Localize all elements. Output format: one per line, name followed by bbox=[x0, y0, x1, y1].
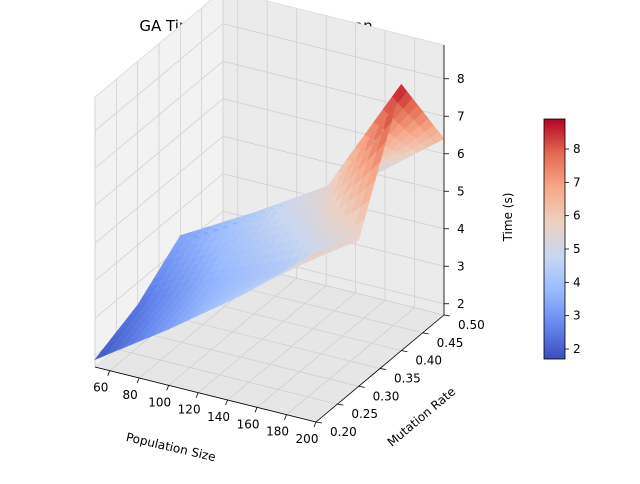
x-tick bbox=[136, 377, 140, 384]
y-tick bbox=[315, 421, 323, 424]
x-tick-label: 120 bbox=[178, 403, 201, 417]
colorbar-tick-label: 8 bbox=[573, 142, 581, 156]
y-tick-label: 0.40 bbox=[415, 354, 442, 368]
y-tick-label: 0.20 bbox=[330, 425, 357, 439]
x-tick-label: 80 bbox=[123, 388, 138, 402]
x-tick-label: 140 bbox=[207, 410, 230, 424]
y-tick bbox=[379, 368, 387, 370]
x-axis-label: Population Size bbox=[125, 430, 217, 464]
colorbar-tick-label: 7 bbox=[573, 175, 581, 189]
colorbar-tick-label: 4 bbox=[573, 275, 581, 289]
grid-line bbox=[158, 313, 381, 369]
y-tick-label: 0.35 bbox=[394, 372, 421, 386]
colorbar-tick-label: 5 bbox=[573, 242, 581, 256]
surface bbox=[94, 83, 445, 361]
grid-line bbox=[94, 135, 224, 244]
colorbar-gradient bbox=[543, 118, 566, 360]
grid-line bbox=[116, 348, 338, 405]
colorbar: 2 3 4 5 6 7 8 bbox=[543, 118, 581, 360]
x-tick bbox=[313, 421, 317, 428]
x-tick-label: 160 bbox=[237, 417, 260, 431]
grid-line bbox=[94, 173, 224, 282]
y-tick bbox=[358, 385, 365, 388]
z-tick-label: 6 bbox=[457, 147, 465, 161]
y-tick bbox=[401, 350, 408, 353]
colorbar-tick-label: 6 bbox=[573, 209, 581, 223]
z-tick-label: 5 bbox=[457, 184, 465, 198]
z-tick-label: 2 bbox=[457, 297, 465, 311]
z-axis-label: Time (s) bbox=[501, 193, 515, 243]
y-tick-label: 0.30 bbox=[373, 389, 400, 403]
z-tick-label: 8 bbox=[457, 72, 465, 86]
axis-line bbox=[94, 366, 317, 423]
surface-patch bbox=[94, 348, 111, 361]
x-tick-label: 60 bbox=[93, 381, 108, 395]
z-tick-label: 4 bbox=[457, 222, 465, 236]
grid-line bbox=[222, 23, 445, 80]
x-tick-label: 180 bbox=[266, 425, 289, 439]
grid-line bbox=[137, 330, 359, 387]
y-tick bbox=[422, 332, 429, 335]
z-tick-label: 3 bbox=[457, 259, 465, 273]
x-tick bbox=[225, 399, 228, 406]
x-tick-label: 100 bbox=[148, 395, 171, 409]
y-tick-label: 0.45 bbox=[437, 336, 464, 350]
colorbar-tick-label: 3 bbox=[573, 309, 581, 323]
y-tick-label: 0.50 bbox=[458, 318, 485, 332]
grid-line bbox=[94, 98, 224, 207]
x-tick bbox=[107, 370, 111, 376]
x-tick bbox=[254, 407, 258, 413]
x-tick bbox=[284, 414, 287, 420]
x-tick bbox=[195, 392, 199, 398]
y-tick bbox=[443, 314, 451, 317]
grid-line bbox=[222, 135, 445, 192]
colorbar-tick-label: 2 bbox=[573, 342, 581, 356]
grid-line bbox=[94, 60, 224, 169]
grid-line bbox=[94, 23, 224, 132]
y-tick bbox=[337, 403, 344, 406]
z-tick-label: 7 bbox=[457, 109, 465, 123]
x-tick-label: 200 bbox=[296, 432, 319, 446]
x-tick bbox=[166, 385, 170, 391]
y-tick-label: 0.25 bbox=[351, 407, 378, 421]
